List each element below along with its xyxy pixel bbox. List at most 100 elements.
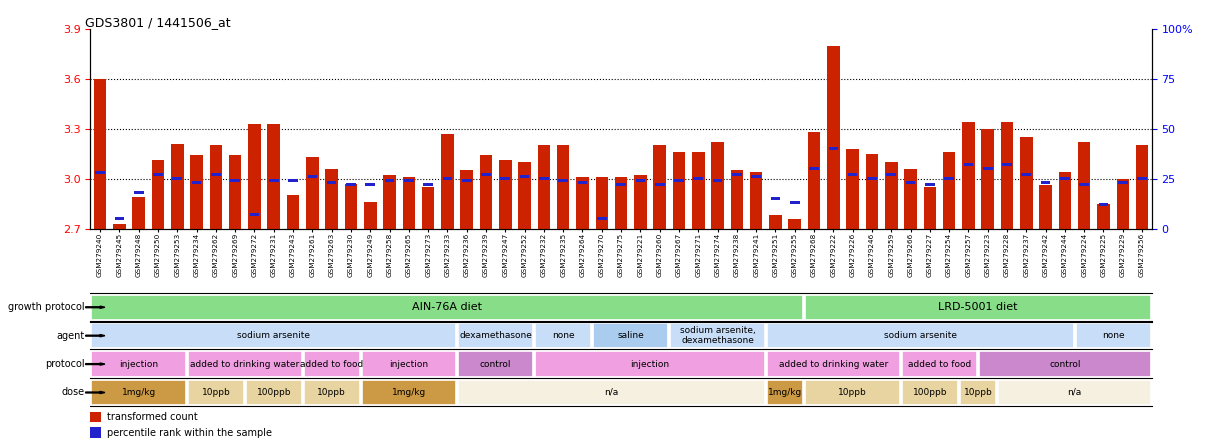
Bar [304, 351, 359, 377]
Text: 10ppb: 10ppb [317, 388, 346, 397]
Bar [654, 145, 666, 229]
Bar [191, 155, 203, 229]
Bar [904, 169, 917, 229]
Bar [615, 177, 627, 229]
Bar [188, 351, 302, 377]
Text: added to drinking water: added to drinking water [191, 360, 299, 369]
Bar [192, 182, 201, 184]
Bar [385, 179, 394, 182]
Bar [268, 124, 280, 229]
Bar [92, 380, 186, 405]
Bar [789, 219, 801, 229]
Bar [443, 178, 452, 180]
Bar [692, 152, 704, 229]
Bar [771, 198, 780, 200]
Bar [92, 294, 803, 320]
Bar [288, 179, 298, 182]
Bar [458, 323, 533, 349]
Text: added to drinking water: added to drinking water [779, 360, 888, 369]
Bar [539, 178, 549, 180]
Bar [441, 134, 453, 229]
Bar [535, 323, 591, 349]
Bar [211, 174, 221, 176]
Bar [538, 145, 550, 229]
Bar [1099, 203, 1108, 206]
Bar [362, 351, 456, 377]
Text: sodium arsenite: sodium arsenite [238, 331, 310, 340]
Bar [1040, 186, 1052, 229]
Bar [902, 380, 958, 405]
Bar [229, 155, 241, 229]
Bar [115, 218, 124, 220]
Bar [306, 157, 318, 229]
Bar [731, 170, 743, 229]
Bar [866, 154, 878, 229]
Text: none: none [552, 331, 574, 340]
Bar [153, 174, 163, 176]
Bar [944, 178, 954, 180]
Bar [246, 380, 302, 405]
Bar [886, 174, 896, 176]
Bar [384, 175, 396, 229]
Bar [806, 380, 900, 405]
Bar [750, 172, 762, 229]
Bar [767, 380, 803, 405]
Bar [999, 380, 1151, 405]
Bar [1060, 178, 1070, 180]
Bar [906, 182, 915, 184]
Bar [596, 177, 608, 229]
Bar [767, 351, 900, 377]
Bar [458, 351, 533, 377]
Bar [188, 380, 244, 405]
Bar [171, 144, 183, 229]
Bar [230, 179, 240, 182]
Text: growth protocol: growth protocol [7, 302, 84, 312]
Bar [808, 132, 820, 229]
Bar [95, 171, 105, 174]
Bar [364, 202, 376, 229]
Bar [982, 129, 994, 229]
Bar [806, 294, 1151, 320]
Bar [94, 79, 106, 229]
Bar [578, 182, 587, 184]
Bar [269, 179, 279, 182]
Bar [634, 175, 646, 229]
Bar [616, 183, 626, 186]
Bar [674, 179, 684, 182]
Bar [90, 427, 101, 438]
Bar [829, 147, 838, 150]
Bar [576, 177, 589, 229]
Text: none: none [1102, 331, 1124, 340]
Text: 1mg/kg: 1mg/kg [122, 388, 156, 397]
Bar [593, 323, 668, 349]
Text: GDS3801 / 1441506_at: GDS3801 / 1441506_at [86, 16, 230, 29]
Bar [365, 183, 375, 186]
Bar [458, 380, 765, 405]
Bar [960, 380, 996, 405]
Bar [885, 162, 897, 229]
Bar [326, 169, 338, 229]
Bar [1079, 183, 1089, 186]
Text: added to food: added to food [300, 360, 363, 369]
Text: added to food: added to food [908, 360, 971, 369]
Text: n/a: n/a [604, 388, 619, 397]
Bar [152, 160, 164, 229]
Bar [925, 183, 935, 186]
Text: sodium arsenite: sodium arsenite [884, 331, 956, 340]
Bar [92, 323, 456, 349]
Bar [558, 179, 568, 182]
Text: 10ppb: 10ppb [201, 388, 230, 397]
Bar [403, 177, 415, 229]
Text: 1mg/kg: 1mg/kg [392, 388, 426, 397]
Bar [1136, 145, 1148, 229]
Text: injection: injection [631, 360, 669, 369]
Bar [809, 167, 819, 170]
Bar [962, 122, 974, 229]
Bar [732, 174, 742, 176]
Bar [848, 174, 857, 176]
Bar [404, 179, 414, 182]
Bar [1097, 204, 1110, 229]
Bar [557, 145, 569, 229]
Bar [287, 195, 299, 229]
Bar [133, 197, 145, 229]
